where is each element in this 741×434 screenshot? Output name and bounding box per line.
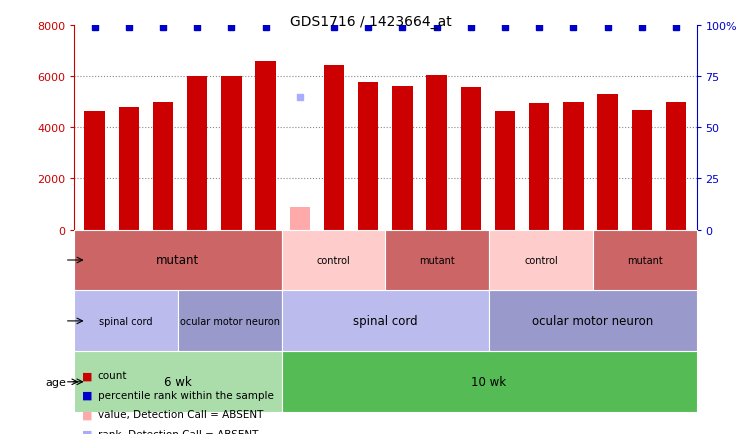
Bar [495,112,515,230]
Text: count: count [98,371,127,380]
Text: 10 wk: 10 wk [471,375,507,388]
Bar [187,77,207,230]
Text: value, Detection Call = ABSENT: value, Detection Call = ABSENT [98,410,263,419]
Text: rank, Detection Call = ABSENT: rank, Detection Call = ABSENT [98,429,258,434]
Bar [178,291,282,352]
Text: ocular motor neuron: ocular motor neuron [532,315,654,328]
Text: spinal cord: spinal cord [353,315,418,328]
Text: GDS1716 / 1423664_at: GDS1716 / 1423664_at [290,15,451,29]
Text: mutant: mutant [627,256,662,265]
Text: percentile rank within the sample: percentile rank within the sample [98,390,273,400]
Bar [324,66,345,230]
Bar [597,95,618,230]
Bar [74,352,282,412]
Bar [221,77,242,230]
Bar [74,291,178,352]
Bar [529,103,550,230]
Bar [392,87,413,230]
Bar [593,230,697,291]
Bar [385,230,489,291]
Text: control: control [524,256,558,265]
Bar [290,207,310,230]
Bar [358,82,379,230]
Text: ■: ■ [82,390,93,400]
Bar [461,88,481,230]
Bar [489,230,593,291]
Text: ocular motor neuron: ocular motor neuron [180,316,279,326]
Bar [489,291,697,352]
Bar [426,76,447,230]
Bar [282,230,385,291]
Bar [665,102,686,230]
Bar [563,102,584,230]
Bar [282,352,697,412]
Bar [256,62,276,230]
Text: ■: ■ [82,410,93,419]
Text: age: age [46,377,67,387]
Bar [74,230,282,291]
Text: mutant: mutant [419,256,455,265]
Bar [282,291,489,352]
Text: ■: ■ [82,429,93,434]
Text: control: control [316,256,350,265]
Bar [119,108,139,230]
Text: spinal cord: spinal cord [99,316,153,326]
Text: 6 wk: 6 wk [164,375,192,388]
Bar [631,111,652,230]
Text: ■: ■ [82,371,93,380]
Text: mutant: mutant [156,254,199,267]
Bar [153,103,173,230]
Bar [84,112,105,230]
